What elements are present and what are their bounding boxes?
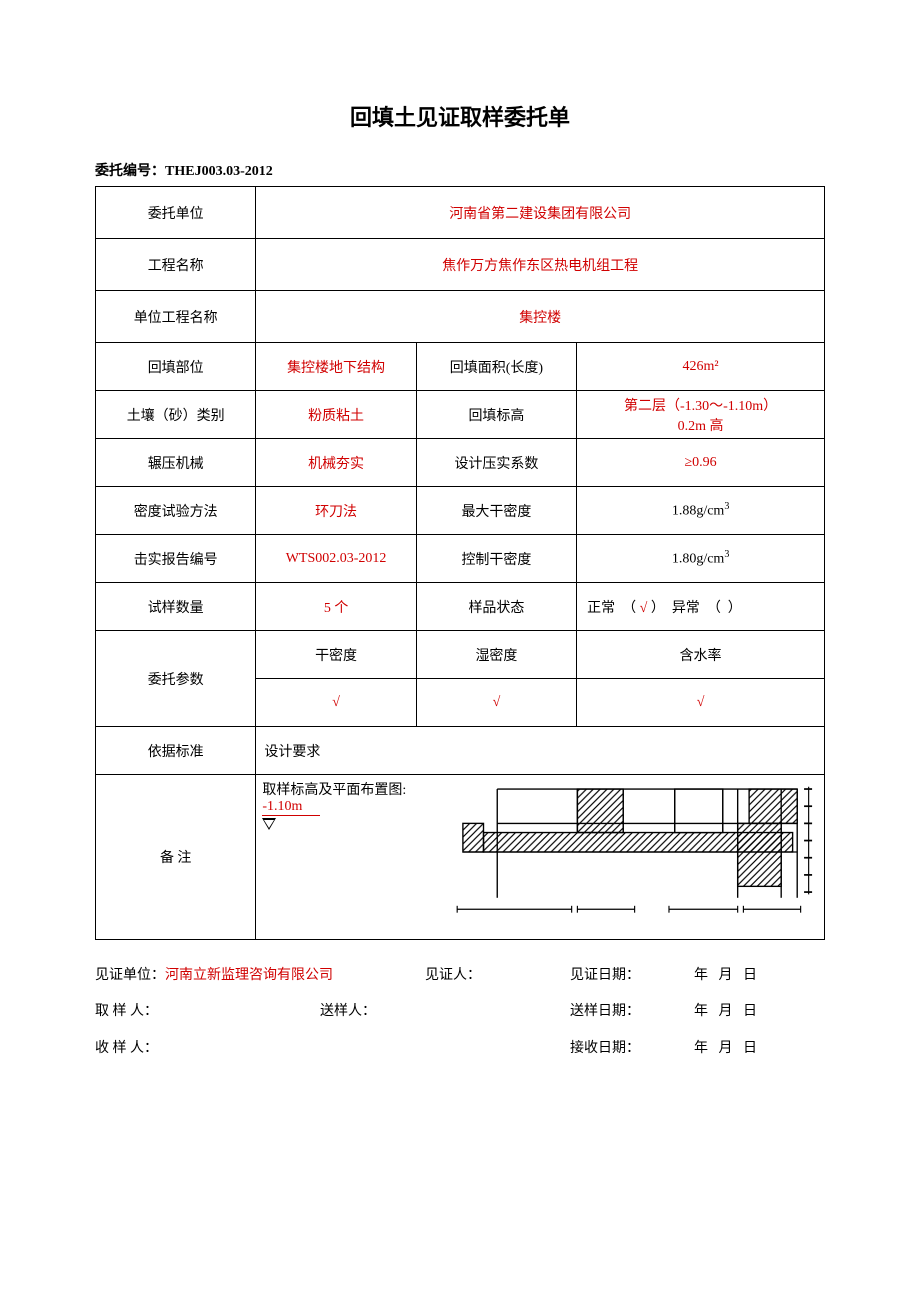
notes-cell: 取样标高及平面布置图: -1.10m (256, 775, 825, 940)
doc-number-label: 委托编号： (95, 164, 165, 179)
ctrl-dry-density-label: 控制干密度 (416, 535, 576, 583)
project-name-label: 工程名称 (96, 239, 256, 291)
receive-date-label: 接收日期： (570, 1031, 680, 1067)
sample-state: 正常 （ √ ） 异常 （ ） (577, 583, 825, 631)
project-name: 焦作万方焦作东区热电机组工程 (256, 239, 825, 291)
entrust-params-label: 委托参数 (96, 631, 256, 727)
backfill-area: 426m² (577, 343, 825, 391)
notes-label: 备 注 (96, 775, 256, 940)
page-title: 回填土见证取样委托单 (95, 100, 825, 132)
sampler-label: 取 样 人： (95, 994, 320, 1030)
right-box-icon (822, 160, 826, 180)
sender-label: 送样人： (320, 994, 570, 1030)
compact-machine-label: 辗压机械 (96, 439, 256, 487)
unit-project-label: 单位工程名称 (96, 291, 256, 343)
backfill-elev: 第二层（-1.30～-1.10m）0.2m 高 (577, 391, 825, 439)
backfill-part-label: 回填部位 (96, 343, 256, 391)
receive-date: 年 月 日 (680, 1031, 757, 1067)
witness-date-label: 见证日期： (570, 958, 680, 994)
entrust-unit-label: 委托单位 (96, 187, 256, 239)
send-date: 年 月 日 (680, 994, 757, 1030)
notes-text: 取样标高及平面布置图: -1.10m (262, 777, 440, 937)
unit-project: 集控楼 (256, 291, 825, 343)
param-wet: 湿密度 (416, 631, 576, 679)
receiver-label: 收 样 人： (95, 1031, 570, 1067)
entrust-unit: 河南省第二建设集团有限公司 (256, 187, 825, 239)
param-wet-check: √ (416, 679, 576, 727)
sample-qty-label: 试样数量 (96, 583, 256, 631)
sample-state-label: 样品状态 (416, 583, 576, 631)
param-moisture-check: √ (577, 679, 825, 727)
standard-label: 依据标准 (96, 727, 256, 775)
doc-number: THEJ003.03-2012 (165, 164, 273, 179)
backfill-area-label: 回填面积(长度) (416, 343, 576, 391)
density-method: 环刀法 (256, 487, 416, 535)
param-dry: 干密度 (256, 631, 416, 679)
witness-person-label: 见证人： (425, 958, 570, 994)
footer: 见证单位：河南立新监理咨询有限公司 见证人： 见证日期： 年 月 日 取 样 人… (95, 958, 825, 1067)
report-no: WTS002.03-2012 (256, 535, 416, 583)
design-coef: ≥0.96 (577, 439, 825, 487)
standard: 设计要求 (256, 727, 825, 775)
backfill-elev-label: 回填标高 (416, 391, 576, 439)
report-no-label: 击实报告编号 (96, 535, 256, 583)
design-coef-label: 设计压实系数 (416, 439, 576, 487)
density-method-label: 密度试验方法 (96, 487, 256, 535)
backfill-part: 集控楼地下结构 (256, 343, 416, 391)
elevation-triangle-icon (262, 818, 276, 830)
param-dry-check: √ (256, 679, 416, 727)
soil-type: 粉质粘土 (256, 391, 416, 439)
max-dry-density-label: 最大干密度 (416, 487, 576, 535)
plan-diagram (440, 777, 818, 927)
sample-qty: 5 个 (256, 583, 416, 631)
main-table: 委托单位 河南省第二建设集团有限公司 工程名称 焦作万方焦作东区热电机组工程 单… (95, 186, 825, 940)
doc-number-row: 委托编号：THEJ003.03-2012 (95, 160, 825, 180)
param-moisture: 含水率 (577, 631, 825, 679)
soil-type-label: 土壤（砂）类别 (96, 391, 256, 439)
max-dry-density: 1.88g/cm3 (577, 487, 825, 535)
witness-unit: 见证单位：河南立新监理咨询有限公司 (95, 958, 425, 994)
witness-date: 年 月 日 (680, 958, 757, 994)
ctrl-dry-density: 1.80g/cm3 (577, 535, 825, 583)
send-date-label: 送样日期： (570, 994, 680, 1030)
compact-machine: 机械夯实 (256, 439, 416, 487)
